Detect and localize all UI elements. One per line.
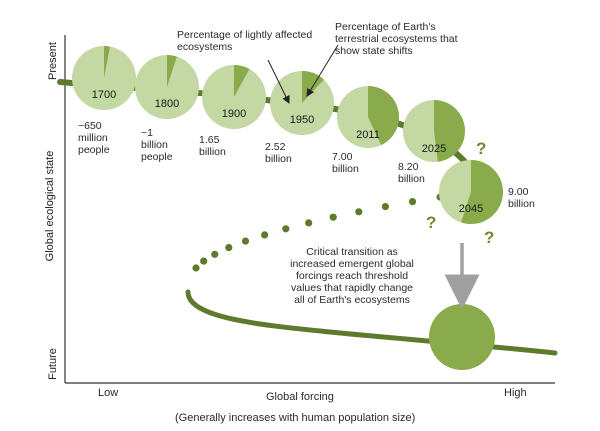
state-shift-slice: [368, 86, 399, 146]
state-shift-slice: [104, 46, 110, 78]
unstable-branch-dot: [241, 237, 250, 245]
unstable-branch-dot: [381, 203, 389, 211]
question-mark-1: ?: [476, 139, 487, 158]
unstable-branch-dot: [305, 219, 313, 227]
stage-pie-1900: 1900: [202, 65, 266, 129]
stage-pie-2045: 2045: [439, 160, 504, 224]
stage-year-label: 2025: [422, 143, 446, 155]
critical-transition-note: Critical transition as increased emergen…: [290, 246, 414, 306]
x-axis-caption: (Generally increases with human populati…: [175, 412, 416, 424]
stage-year-label: 1800: [155, 98, 179, 110]
unstable-branch-dot: [192, 264, 200, 272]
unstable-branch-dot: [200, 257, 208, 265]
unstable-branch-dot: [329, 213, 337, 221]
unstable-branch-dot: [225, 244, 233, 252]
stage-pie-1700: 1700: [72, 46, 136, 110]
future-state-circle: [429, 304, 495, 370]
unstable-branch-dot: [355, 208, 363, 216]
unstable-branch-dot: [408, 198, 417, 206]
population-label-1800: ~1 billion people: [141, 127, 173, 163]
unstable-branch: [192, 193, 444, 272]
unstable-branch-dot: [282, 225, 290, 233]
y-axis-title: Global ecological state: [44, 150, 56, 262]
unstable-branch-dot: [211, 250, 219, 258]
stage-year-label: 2011: [356, 129, 380, 141]
question-mark-3: ?: [484, 228, 495, 247]
y-axis-bottom-label: Future: [47, 348, 59, 380]
x-axis-high-label: High: [504, 387, 527, 399]
state-shift-note: Percentage of Earth's terrestrial ecosys…: [335, 21, 458, 57]
question-mark-2: ?: [426, 213, 437, 232]
stage-year-label: 1950: [290, 114, 314, 126]
state-shift-slice: [167, 55, 177, 87]
population-label-2025: 8.20 billion: [398, 161, 425, 185]
population-label-1950: 2.52 billion: [265, 141, 292, 165]
population-label-2045: 9.00 billion: [508, 186, 535, 210]
population-label-1700: ~650 million people: [78, 120, 110, 156]
stage-year-label: 2045: [459, 203, 483, 215]
stage-pie-2025: 2025: [403, 100, 465, 162]
x-axis-low-label: Low: [98, 387, 119, 399]
y-axis-top-label: Present: [47, 42, 59, 80]
stage-pie-1950: 1950: [270, 71, 334, 135]
lightly-affected-note: Percentage of lightly affected ecosystem…: [177, 29, 313, 53]
stage-year-label: 1900: [222, 108, 246, 120]
stage-pies: 1700 1800 1900 1950 2011 2025 2045: [72, 46, 504, 224]
population-label-2011: 7.00 billion: [332, 151, 359, 175]
state-shift-slice: [234, 65, 250, 97]
stage-pie-1800: 1800: [135, 55, 199, 119]
state-shift-arrow: [306, 44, 339, 97]
stage-year-label: 1700: [92, 89, 116, 101]
stage-pie-2011: 2011: [337, 86, 399, 148]
state-shift-slice: [461, 160, 504, 224]
unstable-branch-dot: [261, 231, 269, 239]
lightly-affected-arrow: [267, 59, 290, 104]
population-label-1900: 1.65 billion: [199, 134, 226, 158]
x-axis-title: Global forcing: [266, 391, 334, 403]
state-shift-slice: [434, 100, 465, 162]
